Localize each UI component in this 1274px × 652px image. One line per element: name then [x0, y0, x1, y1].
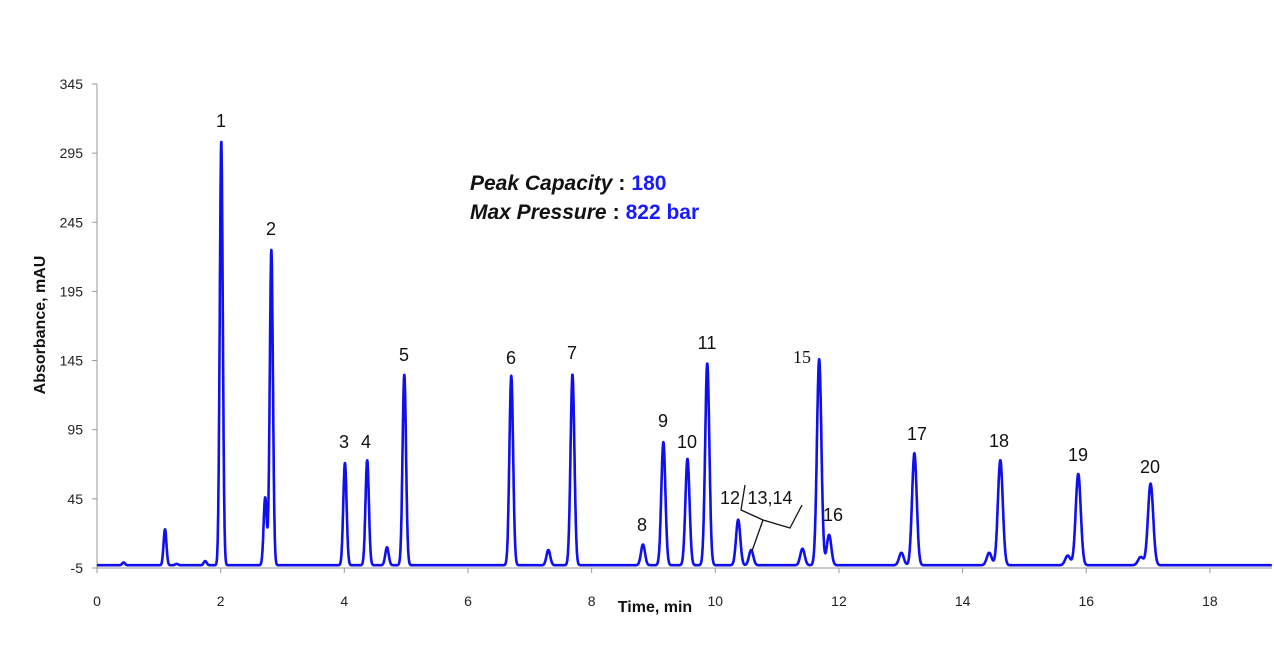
x-tick-label: 14 — [955, 593, 971, 609]
y-tick-label: 45 — [67, 491, 83, 507]
peak-capacity-value: 180 — [631, 172, 666, 195]
separator: : — [618, 172, 625, 195]
x-tick-label: 16 — [1078, 593, 1094, 609]
x-axis-label: Time, min — [618, 599, 692, 616]
peak-label: 7 — [567, 343, 577, 363]
peak-label: 3 — [339, 432, 349, 452]
max-pressure-annotation: Max Pressure:822 bar — [470, 201, 699, 224]
y-tick-label: 195 — [60, 283, 84, 299]
peak-capacity-label: Peak Capacity — [470, 172, 614, 195]
x-tick-label: 0 — [93, 593, 101, 609]
max-pressure-label: Max Pressure — [470, 201, 607, 224]
peak-label: 16 — [823, 505, 843, 525]
y-tick-label: 145 — [60, 353, 84, 369]
y-tick-label: 245 — [60, 214, 84, 230]
y-tick-label: 295 — [60, 145, 84, 161]
peak-label: 2 — [266, 219, 276, 239]
chromatogram-trace — [95, 140, 1273, 567]
peak-label: 1 — [216, 111, 226, 131]
peak-label: 17 — [907, 424, 927, 444]
peak-label: 10 — [677, 432, 697, 452]
peak-13-14-bracket — [740, 484, 803, 552]
peak-label: 12 — [720, 488, 740, 508]
peak-label: 4 — [361, 432, 371, 452]
x-tick-label: 2 — [217, 593, 225, 609]
peak-label: 6 — [506, 348, 516, 368]
peak-capacity-annotation: Peak Capacity:180 — [470, 172, 666, 195]
x-tick-label: 6 — [464, 593, 472, 609]
y-axis-label: Absorbance, mAU — [32, 256, 49, 395]
peak-label: 20 — [1140, 457, 1160, 477]
separator: : — [613, 201, 620, 224]
peak-label: 19 — [1068, 445, 1088, 465]
y-tick-label: 95 — [67, 422, 83, 438]
peak-label: 15 — [793, 347, 811, 367]
x-tick-label: 12 — [831, 593, 847, 609]
peak-label: 9 — [658, 411, 668, 431]
x-tick-label: 8 — [588, 593, 596, 609]
y-tick-label: -5 — [71, 560, 84, 576]
peak-label: 13,14 — [747, 488, 792, 508]
y-tick-label: 345 — [60, 76, 84, 92]
peak-label: 5 — [399, 345, 409, 365]
x-tick-label: 10 — [708, 593, 724, 609]
peak-label: 11 — [698, 333, 717, 353]
max-pressure-value: 822 bar — [626, 201, 700, 224]
x-tick-label: 4 — [340, 593, 348, 609]
x-tick-label: 18 — [1202, 593, 1218, 609]
peak-label: 18 — [989, 431, 1009, 451]
peak-label: 8 — [637, 515, 647, 535]
